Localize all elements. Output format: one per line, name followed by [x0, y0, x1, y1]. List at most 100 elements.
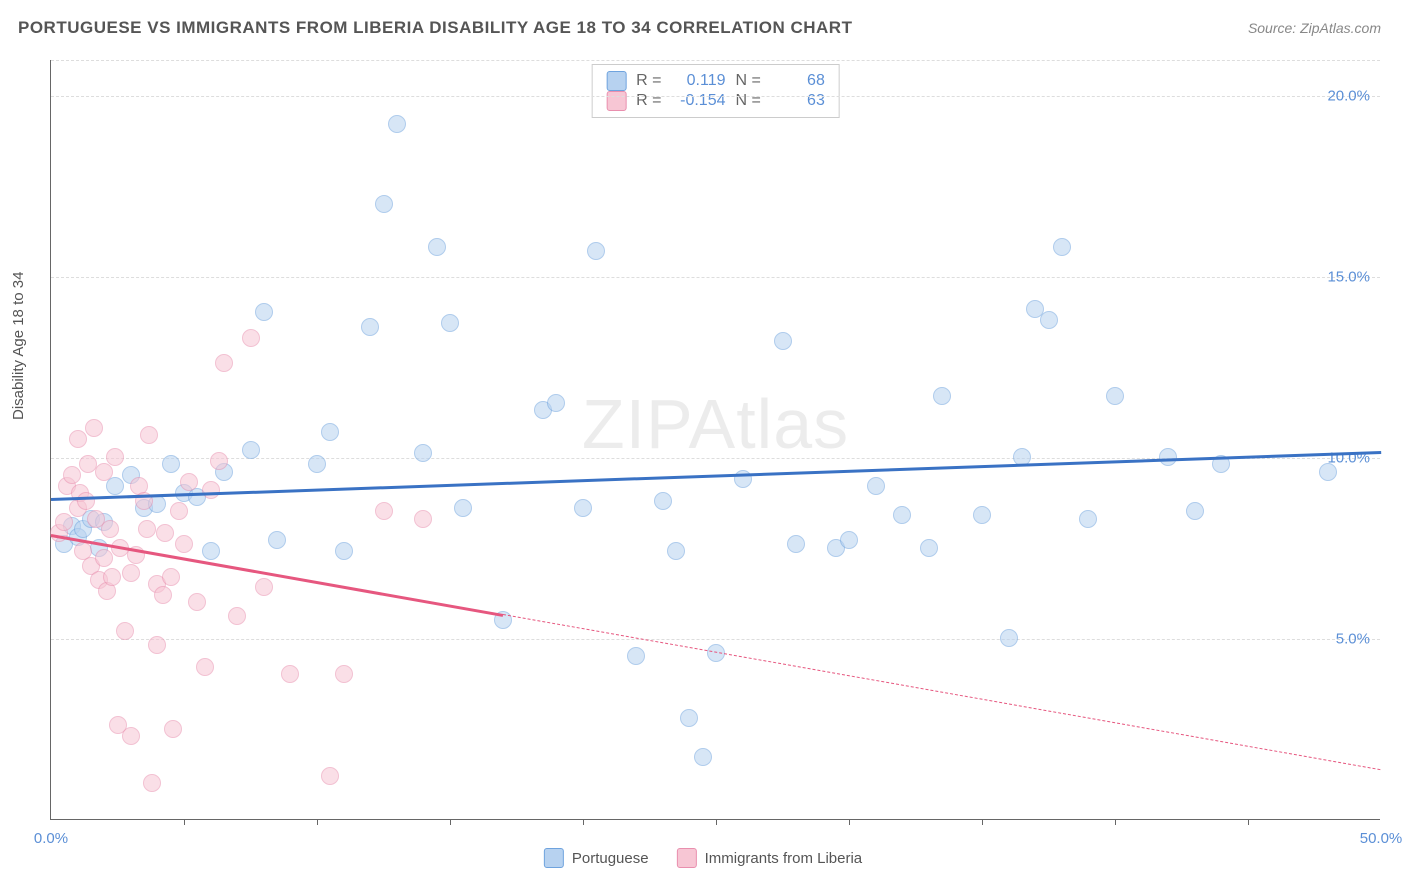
x-tick — [450, 819, 451, 825]
gridline — [51, 277, 1380, 278]
data-point — [694, 748, 712, 766]
data-point — [680, 709, 698, 727]
n-label: N = — [736, 72, 761, 90]
r-label: R = — [636, 72, 661, 90]
data-point — [95, 549, 113, 567]
bottom-legend: Portuguese Immigrants from Liberia — [544, 848, 862, 868]
source-prefix: Source: — [1248, 20, 1300, 36]
data-point — [196, 658, 214, 676]
data-point — [116, 622, 134, 640]
x-tick — [982, 819, 983, 825]
swatch-series-0 — [544, 848, 564, 868]
data-point — [375, 195, 393, 213]
data-point — [335, 665, 353, 683]
data-point — [787, 535, 805, 553]
source-name: ZipAtlas.com — [1300, 20, 1381, 36]
data-point — [774, 332, 792, 350]
x-tick — [716, 819, 717, 825]
data-point — [388, 115, 406, 133]
data-point — [210, 452, 228, 470]
legend-label-0: Portuguese — [572, 850, 649, 867]
data-point — [375, 502, 393, 520]
data-point — [77, 492, 95, 510]
data-point — [414, 444, 432, 462]
swatch-series-1 — [677, 848, 697, 868]
data-point — [428, 238, 446, 256]
data-point — [140, 426, 158, 444]
y-tick-label: 15.0% — [1327, 269, 1370, 286]
data-point — [255, 303, 273, 321]
plot-area: ZIPAtlas R = 0.119 N = 68 R = -0.154 N =… — [50, 60, 1380, 820]
data-point — [1053, 238, 1071, 256]
data-point — [268, 531, 286, 549]
data-point — [1159, 448, 1177, 466]
data-point — [156, 524, 174, 542]
data-point — [101, 520, 119, 538]
data-point — [321, 767, 339, 785]
gridline — [51, 96, 1380, 97]
data-point — [103, 568, 121, 586]
data-point — [170, 502, 188, 520]
legend-label-1: Immigrants from Liberia — [705, 850, 863, 867]
data-point — [574, 499, 592, 517]
data-point — [148, 636, 166, 654]
trend-line-extrapolated — [503, 614, 1381, 770]
data-point — [867, 477, 885, 495]
data-point — [1319, 463, 1337, 481]
n-label: N = — [736, 92, 761, 110]
data-point — [361, 318, 379, 336]
x-tick — [849, 819, 850, 825]
y-tick-label: 5.0% — [1336, 631, 1370, 648]
data-point — [228, 607, 246, 625]
data-point — [667, 542, 685, 560]
data-point — [202, 542, 220, 560]
data-point — [933, 387, 951, 405]
data-point — [654, 492, 672, 510]
data-point — [143, 774, 161, 792]
data-point — [215, 354, 233, 372]
data-point — [162, 568, 180, 586]
data-point — [55, 513, 73, 531]
chart-title: PORTUGUESE VS IMMIGRANTS FROM LIBERIA DI… — [18, 18, 852, 38]
data-point — [180, 473, 198, 491]
data-point — [138, 520, 156, 538]
data-point — [242, 441, 260, 459]
x-tick — [1248, 819, 1249, 825]
y-axis-label: Disability Age 18 to 34 — [10, 272, 27, 420]
data-point — [69, 430, 87, 448]
data-point — [85, 419, 103, 437]
data-point — [162, 455, 180, 473]
watermark: ZIPAtlas — [582, 384, 849, 464]
gridline — [51, 639, 1380, 640]
x-tick-label: 50.0% — [1360, 830, 1403, 847]
data-point — [547, 394, 565, 412]
data-point — [202, 481, 220, 499]
data-point — [308, 455, 326, 473]
data-point — [1000, 629, 1018, 647]
data-point — [414, 510, 432, 528]
legend-item-0: Portuguese — [544, 848, 649, 868]
x-tick-label: 0.0% — [34, 830, 68, 847]
x-tick — [1115, 819, 1116, 825]
r-value-1: -0.154 — [672, 92, 726, 110]
data-point — [1040, 311, 1058, 329]
stats-legend: R = 0.119 N = 68 R = -0.154 N = 63 — [591, 64, 840, 118]
data-point — [106, 448, 124, 466]
data-point — [106, 477, 124, 495]
data-point — [188, 593, 206, 611]
data-point — [321, 423, 339, 441]
data-point — [1106, 387, 1124, 405]
data-point — [122, 727, 140, 745]
data-point — [154, 586, 172, 604]
data-point — [587, 242, 605, 260]
stats-row-series-0: R = 0.119 N = 68 — [606, 71, 825, 91]
data-point — [281, 665, 299, 683]
data-point — [63, 466, 81, 484]
data-point — [1079, 510, 1097, 528]
data-point — [335, 542, 353, 560]
y-tick-label: 20.0% — [1327, 88, 1370, 105]
data-point — [840, 531, 858, 549]
data-point — [441, 314, 459, 332]
data-point — [122, 564, 140, 582]
data-point — [920, 539, 938, 557]
